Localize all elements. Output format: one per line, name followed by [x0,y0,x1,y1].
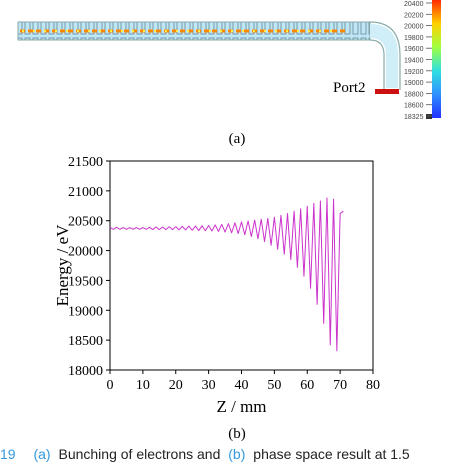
colorbar-label: 20200 [404,12,424,19]
y-tick-label: 18500 [68,334,103,349]
panel-label: (b) [228,426,246,442]
x-tick-label: 70 [333,378,347,393]
colorbar [432,0,441,118]
colorbar-label: 18325 [404,114,424,121]
y-tick-label: 20500 [68,215,103,230]
caption-ref: (a) [33,446,50,462]
data-line [109,197,344,352]
port [375,89,399,94]
y-tick-label: 20000 [68,245,103,260]
x-tick-label: 80 [366,378,380,393]
caption-number: 19 [0,446,16,462]
plot-frame [109,160,374,371]
chart: 1800018500190001950020000205002100021500… [53,155,380,442]
y-tick-label: 19500 [68,274,103,289]
colorbar-label: 20000 [404,24,424,31]
panel-label: (a) [229,131,246,147]
y-axis-label: Energy / eV [53,224,72,307]
x-tick-label: 40 [235,378,249,393]
colorbar-label: 18600 [404,103,424,110]
x-tick-label: 20 [169,378,183,393]
x-tick-label: 0 [107,378,114,393]
x-tick-label: 10 [136,378,150,393]
colorbar-label: 19000 [404,80,424,87]
colorbar-label: 19800 [404,35,424,42]
pipe-bend [369,21,401,90]
y-tick-label: 21000 [68,185,103,200]
colorbar-marker [426,114,432,119]
x-tick-label: 30 [202,378,216,393]
y-tick-label: 19000 [68,304,103,319]
y-tick-label: 18000 [68,364,103,379]
x-tick-label: 50 [267,378,281,393]
caption: 19 (a) Bunching of electrons and (b) pha… [0,446,410,462]
simulation-image: Port2 20400 20200 20000 19800 19600 19400 1920… [17,0,441,147]
colorbar-label: 20400 [404,1,424,8]
x-axis-label: Z / mm [216,397,266,416]
port-label: Port2 [333,80,366,96]
caption-text: phase space result at 1.5 [253,446,410,462]
colorbar-label: 19600 [404,46,424,53]
colorbar-labels: 20400 20200 20000 19800 19600 19400 19200 19000… [404,1,432,121]
y-tick-label: 21500 [68,155,103,170]
colorbar-label: 19400 [404,58,424,65]
pipe-bend-fill [370,24,398,88]
caption-text: Bunching of electrons and [58,446,220,462]
x-tick-label: 60 [300,378,314,393]
colorbar-label: 18800 [404,91,424,98]
caption-ref: (b) [228,446,245,462]
colorbar-label: 19200 [404,69,424,76]
